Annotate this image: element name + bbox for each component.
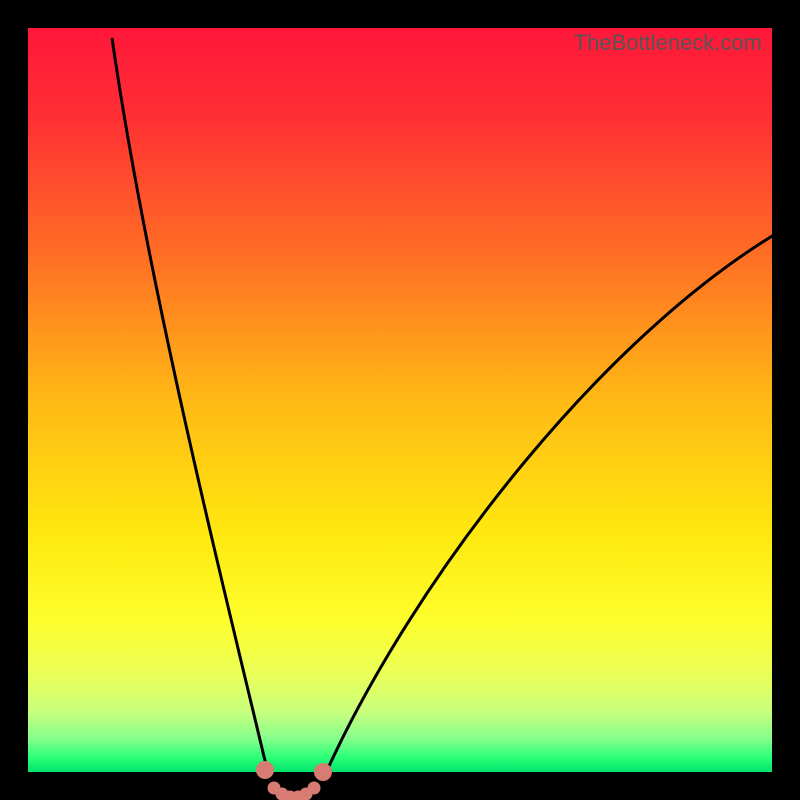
curve-left-branch xyxy=(112,38,272,790)
valley-marker xyxy=(308,782,321,795)
valley-marker xyxy=(314,763,332,781)
valley-marker xyxy=(256,761,274,779)
curve-right-branch xyxy=(320,220,800,786)
curve-plot xyxy=(28,28,800,800)
